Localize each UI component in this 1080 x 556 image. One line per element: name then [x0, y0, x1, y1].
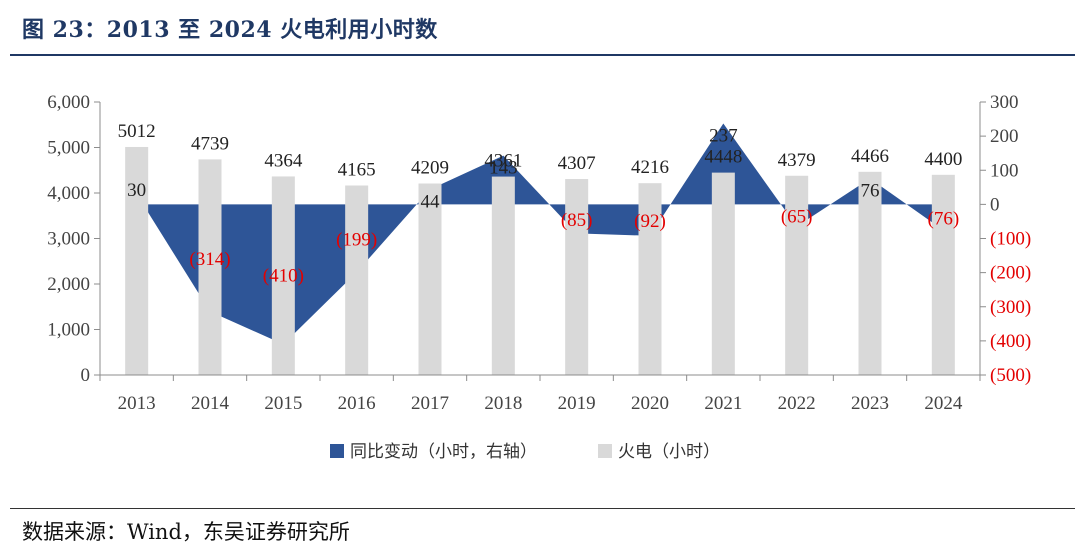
x-tick-label: 2024 [924, 393, 963, 414]
left-tick-label: 1,000 [47, 320, 90, 341]
left-tick-label: 4,000 [47, 183, 90, 204]
x-tick-label: 2017 [411, 393, 449, 414]
bar-2019 [565, 179, 589, 375]
legend-swatch-change [330, 444, 344, 458]
bar-2016 [345, 185, 369, 375]
legend-swatch-bar [598, 444, 612, 458]
bar-value-label: 4739 [191, 133, 229, 154]
change-area [136, 123, 944, 345]
x-tick-label: 2023 [851, 393, 889, 414]
bar-2021 [711, 172, 735, 375]
change-value-label: (92) [634, 211, 666, 232]
change-value-label: (76) [928, 208, 960, 229]
x-tick-label: 2020 [631, 393, 669, 414]
right-tick-label: (400) [990, 331, 1031, 352]
figure-title: 图 23：2013 至 2024 火电利用小时数 [22, 17, 438, 43]
right-tick-label: 0 [990, 194, 1000, 215]
x-tick-label: 2021 [704, 393, 742, 414]
change-value-label: (410) [263, 265, 304, 286]
change-value-label: (85) [561, 210, 593, 231]
right-tick-label: (200) [990, 263, 1031, 284]
x-tick-label: 2014 [191, 393, 230, 414]
x-tick-label: 2013 [118, 393, 156, 414]
bar-value-label: 4361 [484, 151, 522, 172]
left-tick-label: 0 [81, 365, 91, 386]
bar-value-label: 4209 [411, 157, 449, 178]
x-tick-label: 2016 [338, 393, 376, 414]
x-tick-label: 2022 [778, 393, 816, 414]
bar-layer [125, 146, 955, 375]
bar-2017 [418, 183, 442, 375]
right-tick-label: (300) [990, 297, 1031, 318]
bar-value-label: 5012 [118, 121, 156, 142]
change-value-label: (314) [189, 249, 230, 270]
right-tick-label: 200 [990, 126, 1019, 147]
left-tick-label: 5,000 [47, 138, 90, 159]
bar-2013 [125, 146, 149, 375]
change-value-label: 237 [709, 125, 738, 146]
right-tick-label: 100 [990, 160, 1019, 181]
bar-2023 [858, 171, 882, 375]
axes-layer: 0 1,000 2,000 3,000 4,000 5,000 6,000 (500) (400… [47, 92, 1031, 414]
change-value-label: (65) [781, 206, 813, 227]
bar-2020 [638, 183, 662, 375]
bar-value-label: 4466 [851, 146, 889, 167]
legend-label-change: 同比变动（小时，右轴） [350, 442, 537, 462]
bar-value-label: 4448 [704, 147, 742, 168]
x-tick-label: 2018 [484, 393, 522, 414]
legend: 同比变动（小时，右轴） 火电（小时） [330, 442, 720, 462]
right-tick-label: (500) [990, 365, 1031, 386]
legend-label-bar: 火电（小时） [618, 442, 720, 462]
change-area-layer [136, 123, 944, 345]
data-label-layer: 5012 4739 4364 4165 4209 4361 4307 4216 4448 4379… [118, 121, 963, 286]
x-tick-label: 2015 [264, 393, 302, 414]
bar-2024 [931, 174, 955, 375]
change-value-label: 44 [421, 191, 441, 212]
right-tick-label: 300 [990, 92, 1019, 113]
bar-value-label: 4216 [631, 157, 669, 178]
footer-rule [10, 508, 1075, 509]
bar-2015 [271, 176, 295, 375]
title-rule [10, 54, 1075, 56]
bar-2014 [198, 159, 222, 375]
left-tick-label: 3,000 [47, 229, 90, 250]
bar-2018 [491, 176, 515, 375]
source-note: 数据来源：Wind，东吴证券研究所 [22, 520, 350, 544]
bar-value-label: 4364 [264, 150, 303, 171]
bar-2022 [785, 175, 809, 375]
right-tick-label: (100) [990, 229, 1031, 250]
left-tick-label: 6,000 [47, 92, 90, 113]
change-value-label: 76 [861, 180, 880, 201]
bar-value-label: 4400 [924, 149, 962, 170]
chart: 0 1,000 2,000 3,000 4,000 5,000 6,000 (500) (400… [47, 92, 1031, 462]
x-tick-label: 2019 [558, 393, 596, 414]
bar-value-label: 4165 [338, 159, 376, 180]
change-value-label: 143 [489, 158, 518, 179]
bar-value-label: 4379 [778, 150, 816, 171]
left-tick-label: 2,000 [47, 274, 90, 295]
change-value-label: (199) [336, 229, 377, 250]
change-value-label: 30 [127, 180, 146, 201]
bar-value-label: 4307 [558, 153, 596, 174]
